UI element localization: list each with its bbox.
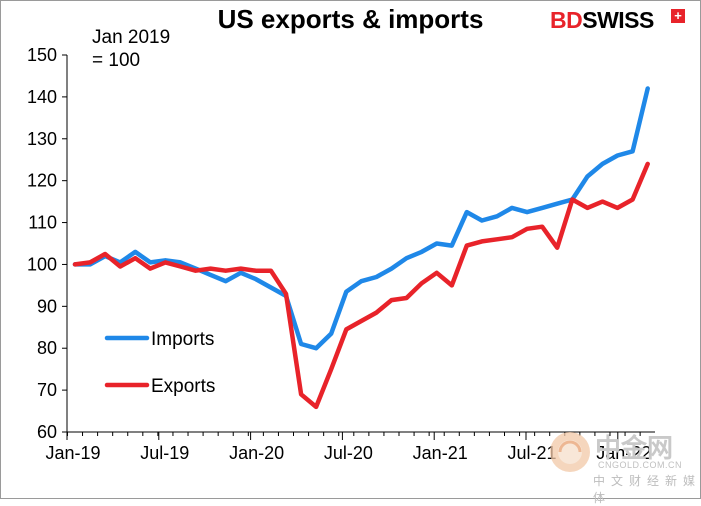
y-tick-label: 110 — [28, 213, 57, 233]
chart-title: US exports & imports — [217, 4, 484, 34]
watermark-subtitle: 中文财经新媒体 — [593, 474, 701, 505]
y-tick-label: 70 — [37, 380, 57, 400]
brand-flag-icon: + — [671, 9, 685, 23]
y-tick-label: 90 — [37, 296, 57, 316]
legend-label-imports: Imports — [151, 329, 214, 350]
x-tick-label: Jan-20 — [229, 443, 284, 463]
y-tick-label: 60 — [37, 422, 57, 442]
watermark-logo-icon — [550, 432, 590, 472]
watermark-text: 中金网 — [595, 434, 674, 464]
y-tick-label: 80 — [37, 338, 57, 358]
y-tick-label: 100 — [27, 254, 57, 274]
series-line-exports — [72, 161, 650, 410]
x-tick-label: Jul-19 — [140, 443, 189, 463]
x-tick-label: Jan-19 — [45, 443, 100, 463]
x-tick-label: Jul-20 — [324, 443, 373, 463]
x-tick-label: Jul-21 — [507, 443, 556, 463]
x-tick-label: Jan-21 — [413, 443, 468, 463]
x-tick-label: Jan-22 — [596, 443, 651, 463]
brand-logo: BDSWISS — [550, 7, 654, 33]
y-tick-label: 140 — [27, 87, 57, 107]
index-note: Jan 2019 = 100 — [92, 27, 171, 71]
y-tick-label: 150 — [27, 45, 57, 65]
watermark-url: CNGOLD.COM.CN — [598, 460, 683, 470]
legend-label-exports: Exports — [151, 376, 215, 397]
y-tick-label: 130 — [27, 129, 57, 149]
series-line-imports — [72, 86, 650, 351]
y-tick-label: 120 — [27, 171, 57, 191]
